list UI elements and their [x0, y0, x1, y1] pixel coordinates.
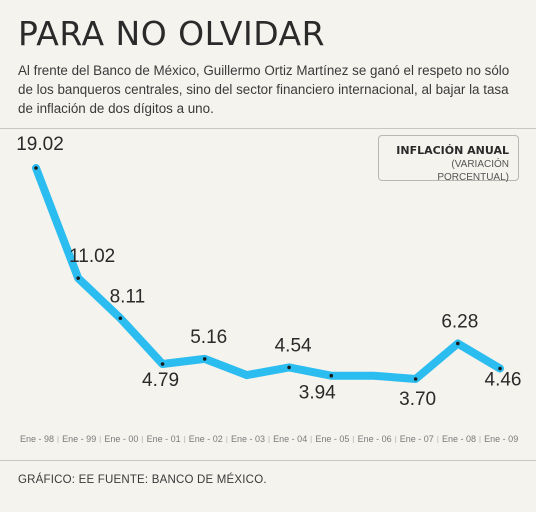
data-point — [456, 341, 460, 346]
data-point — [413, 377, 418, 381]
series-line — [32, 164, 504, 383]
data-point — [76, 276, 80, 280]
x-tick-label: Ene - 02 — [189, 434, 223, 444]
x-tick-label: Ene - 08 — [442, 434, 476, 444]
x-tick-label: Ene - 04 — [273, 434, 307, 444]
page-title: PARA NO OLVIDAR — [18, 14, 326, 53]
source-credit: GRÁFICO: EE FUENTE: BANCO DE MÉXICO. — [18, 474, 267, 486]
data-label: 4.54 — [275, 335, 312, 356]
x-tick-label: Ene - 06 — [358, 434, 392, 444]
x-tick-label: Ene - 03 — [231, 434, 265, 444]
data-label: 5.16 — [190, 327, 227, 348]
x-tick-label: Ene - 99 — [62, 434, 96, 444]
x-tick-label: Ene - 01 — [147, 434, 181, 444]
legend-title: INFLACIÓN ANUAL — [396, 144, 509, 157]
data-label: 19.02 — [16, 134, 64, 155]
inflation-line-chart: 19.02 11.02 8.11 4.79 5.16 4.54 3.94 3.70 6.28 4.… — [16, 134, 522, 444]
data-point — [329, 373, 334, 378]
data-label: 4.79 — [142, 370, 179, 391]
chart-legend: INFLACIÓN ANUAL (VARIACIÓN PORCENTUAL) — [378, 135, 519, 183]
data-label: 11.02 — [69, 246, 115, 267]
x-tick-label: Ene - 07 — [400, 434, 434, 444]
data-label: 3.70 — [399, 389, 436, 410]
data-label: 8.11 — [110, 286, 146, 307]
x-tick-label: Ene - 09 — [484, 434, 518, 444]
data-label: 4.46 — [485, 370, 522, 391]
page-subtitle: Al frente del Banco de México, Guillermo… — [18, 63, 510, 116]
data-point — [202, 357, 207, 361]
data-label: 3.94 — [299, 383, 336, 404]
bottom-divider — [0, 460, 536, 461]
data-point — [118, 316, 123, 321]
x-tick-label: Ene - 00 — [104, 434, 138, 444]
data-label: 6.28 — [441, 311, 478, 332]
data-point — [160, 362, 165, 366]
legend-subtitle: (VARIACIÓN PORCENTUAL) — [437, 159, 509, 183]
top-divider — [0, 128, 536, 129]
data-point — [34, 166, 38, 170]
x-tick-label: Ene - 98 — [20, 434, 54, 444]
data-point — [287, 365, 291, 370]
data-point — [498, 366, 502, 371]
x-tick-label: Ene - 05 — [315, 434, 349, 444]
